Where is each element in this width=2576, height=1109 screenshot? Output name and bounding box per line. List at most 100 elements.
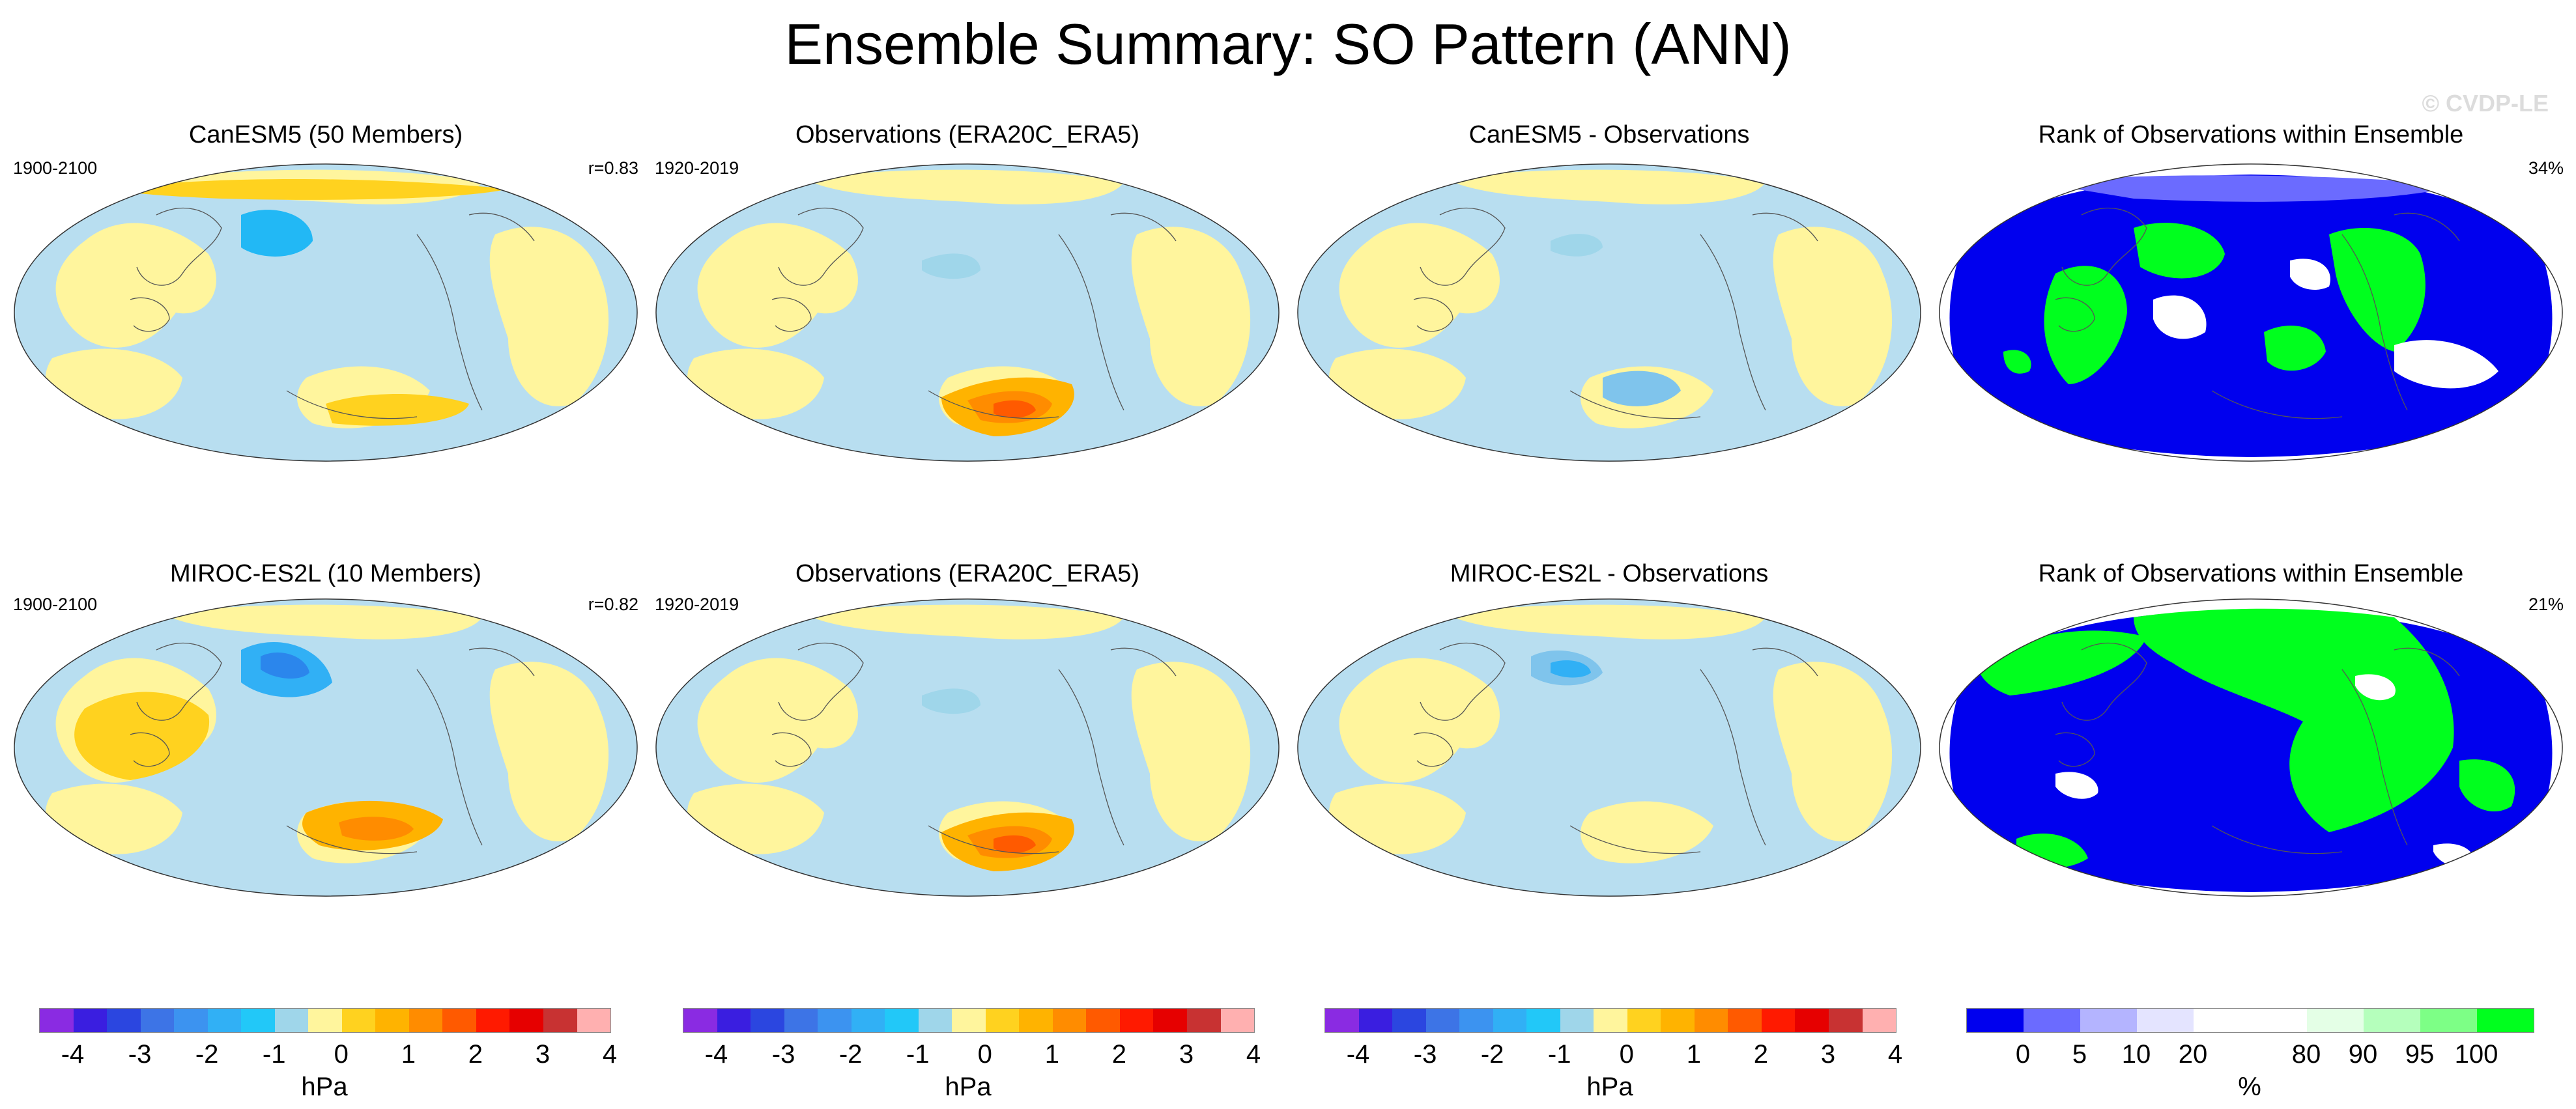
colorbar-tick-label: -3: [1413, 1040, 1437, 1069]
rank-map: [1939, 598, 2563, 897]
coastline: [1058, 234, 1124, 411]
rank-high-region: [2134, 608, 2454, 832]
correlation-label: r=0.82: [588, 595, 638, 614]
period-label: 1900-2100: [13, 595, 98, 614]
colorbar-swatch: [375, 1009, 409, 1032]
coastline: [1413, 297, 1453, 332]
model-map: [14, 163, 638, 462]
colorbar-tick-label: -1: [1547, 1040, 1571, 1069]
rank-high-region: [2134, 223, 2225, 279]
colorbar-swatch: [1493, 1009, 1527, 1032]
coastline: [2211, 825, 2343, 854]
obs-map: [655, 163, 1280, 462]
colorbar-swatch: [1019, 1009, 1053, 1032]
map-border: [655, 163, 1280, 462]
anomaly-contour: [111, 179, 508, 200]
coastline: [2061, 642, 2147, 721]
coastline: [1752, 647, 1818, 677]
positive-anomaly-region: [1131, 662, 1251, 841]
colorbar-tick-label: -2: [1480, 1040, 1504, 1069]
colorbar-tick-label: 100: [2454, 1040, 2498, 1069]
obs-map: [655, 598, 1280, 897]
colorbar-swatch: [1325, 1009, 1359, 1032]
colorbar-swatch: [577, 1009, 611, 1032]
colorbar-tick-label: -4: [704, 1040, 728, 1069]
map-border: [1939, 163, 2563, 462]
coastline: [2394, 647, 2460, 677]
positive-anomaly-region: [489, 662, 609, 841]
colorbar-tick-label: 2: [468, 1040, 483, 1069]
positive-anomaly-region: [1581, 801, 1713, 863]
positive-anomaly-region: [46, 348, 182, 419]
colorbar-tick-label: 3: [535, 1040, 551, 1069]
anomaly-contour: [922, 688, 980, 714]
coastline: [2211, 390, 2343, 419]
map-border: [655, 598, 1280, 897]
colorbar-tick-label: -2: [195, 1040, 219, 1069]
colorbar-swatch: [274, 1009, 309, 1032]
coastline: [1700, 669, 1766, 846]
coastline: [1569, 390, 1701, 419]
anomaly-contour: [994, 400, 1036, 418]
positive-anomaly-region: [163, 604, 482, 639]
colorbar-tick-label: -4: [1346, 1040, 1370, 1069]
colorbar-swatch: [1594, 1009, 1627, 1032]
colorbar-swatch: [308, 1009, 342, 1032]
colorbar-swatch: [1425, 1009, 1460, 1032]
map-border: [1297, 163, 1921, 462]
coastline: [1110, 212, 1177, 242]
rank-high-region: [2264, 326, 2326, 371]
colorbar-tick-label: -3: [128, 1040, 152, 1069]
colorbar-swatch: [1694, 1009, 1728, 1032]
panel-title: MIROC-ES2L - Observations: [1450, 560, 1769, 587]
positive-anomaly-region: [687, 348, 824, 419]
coastline: [2341, 234, 2408, 411]
coastline: [1058, 669, 1124, 846]
colorbar-unit-label: hPa: [1586, 1073, 1633, 1101]
coastline: [130, 732, 170, 767]
anomaly-contour: [922, 253, 980, 279]
coastline: [136, 207, 222, 286]
colorbar-unit-label: hPa: [945, 1073, 992, 1101]
correlation-label: r=0.83: [588, 158, 638, 178]
coastline: [136, 642, 222, 721]
colorbar-swatch: [818, 1009, 852, 1032]
rank-mid-region: [2355, 674, 2396, 701]
rank-percent-label: 34%: [2528, 158, 2564, 178]
colorbar-tick-label: 0: [977, 1040, 992, 1069]
panel-title: MIROC-ES2L (10 Members): [170, 560, 481, 587]
panel-title: Rank of Observations within Ensemble: [2038, 560, 2464, 587]
rank-mid-region: [2055, 772, 2098, 799]
diff-map: [1297, 598, 1921, 897]
colorbar: [683, 1008, 1255, 1033]
figure-title: Ensemble Summary: SO Pattern (ANN): [784, 12, 1792, 76]
positive-anomaly-region: [1339, 658, 1500, 783]
colorbar-swatch: [1526, 1009, 1560, 1032]
coastline: [928, 825, 1059, 854]
colorbar-swatch: [73, 1009, 107, 1032]
colorbar-tick-label: 5: [2072, 1040, 2087, 1069]
anomaly-contour: [1551, 234, 1603, 257]
model-map: [14, 598, 638, 897]
period-label: 1920-2019: [655, 158, 739, 178]
colorbar-tick-label: 95: [2405, 1040, 2435, 1069]
anomaly-contour: [326, 394, 469, 426]
colorbar-swatch: [851, 1009, 885, 1032]
positive-anomaly-region: [1329, 783, 1466, 854]
colorbar-tick-label: -1: [906, 1040, 930, 1069]
rank-high-region: [2044, 266, 2127, 384]
colorbar-swatch: [751, 1009, 784, 1032]
coastline: [2341, 669, 2408, 846]
coastline: [1110, 647, 1177, 677]
colorbar-swatch: [1661, 1009, 1695, 1032]
positive-anomaly-region: [687, 783, 824, 854]
colorbar-tick-label: 1: [401, 1040, 416, 1069]
colorbar-swatch: [2194, 1009, 2250, 1032]
coastline: [2061, 207, 2147, 286]
colorbar-swatch: [1220, 1009, 1255, 1032]
coastline: [928, 390, 1059, 419]
colorbar-swatch: [1828, 1009, 1863, 1032]
coastline: [286, 390, 418, 419]
positive-anomaly-region: [1131, 227, 1251, 406]
colorbar-swatch: [241, 1009, 275, 1032]
